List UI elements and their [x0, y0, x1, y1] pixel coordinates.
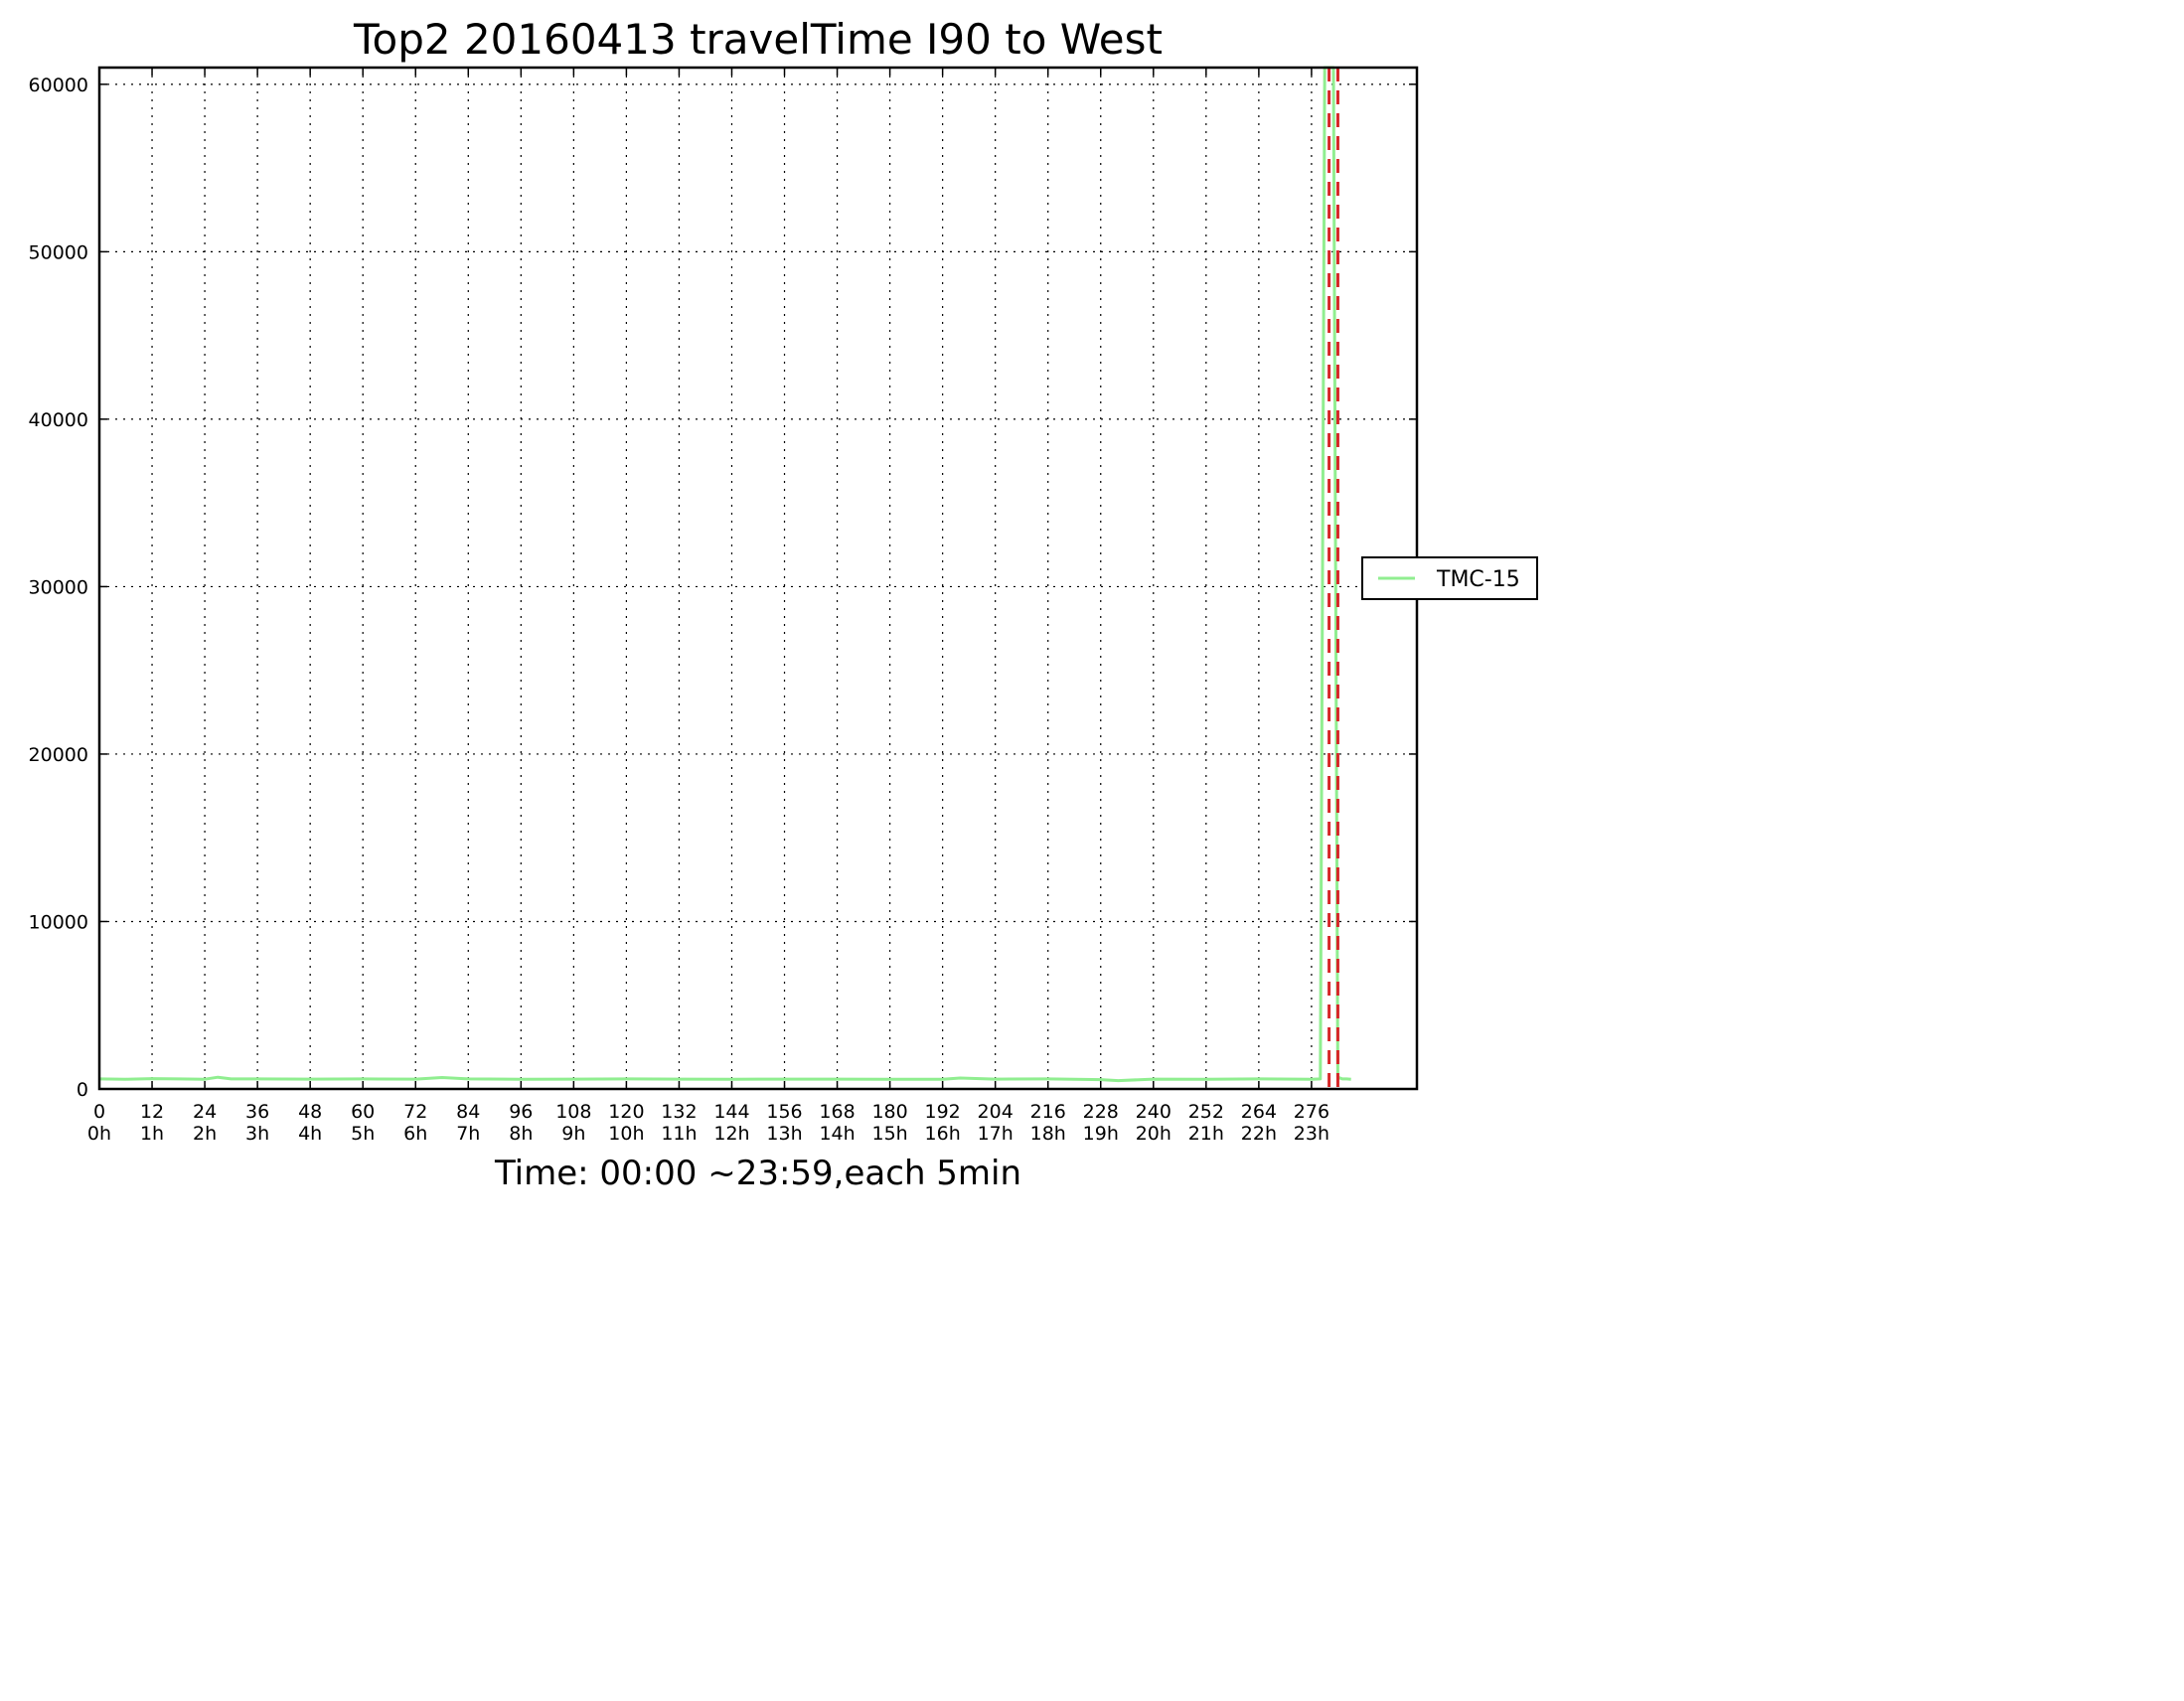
x-tick-label: 120: [608, 1101, 644, 1123]
x-tick-label: 228: [1083, 1101, 1119, 1123]
x-tick-sublabel: 13h: [766, 1123, 802, 1145]
x-tick-label: 60: [351, 1101, 375, 1123]
x-tick-label: 72: [403, 1101, 427, 1123]
chart-title: Top2 20160413 travelTime I90 to West: [353, 15, 1163, 64]
chart: Top2 20160413 travelTime I90 to West 00h…: [29, 15, 1538, 1193]
x-tick-sublabel: 14h: [819, 1123, 855, 1145]
x-tick-label: 144: [713, 1101, 749, 1123]
x-tick-label: 192: [925, 1101, 961, 1123]
y-tick-label: 20000: [29, 744, 88, 766]
x-tick-sublabel: 0h: [87, 1123, 111, 1145]
legend-label-tmc-15: TMC-15: [1436, 567, 1520, 592]
x-tick-label: 276: [1294, 1101, 1329, 1123]
x-tick-sublabel: 5h: [351, 1123, 375, 1145]
x-tick-label: 36: [245, 1101, 269, 1123]
x-tick-sublabel: 3h: [245, 1123, 269, 1145]
x-tick-sublabel: 18h: [1030, 1123, 1066, 1145]
x-tick-sublabel: 23h: [1294, 1123, 1329, 1145]
x-tick-sublabel: 16h: [925, 1123, 961, 1145]
plot-frame: [97, 66, 1419, 1091]
x-tick-sublabel: 1h: [140, 1123, 164, 1145]
y-tick-label: 30000: [29, 576, 88, 598]
x-tick-sublabel: 9h: [561, 1123, 585, 1145]
y-tick-label: 10000: [29, 911, 88, 933]
x-tick-label: 24: [193, 1101, 217, 1123]
x-tick-sublabel: 8h: [509, 1123, 533, 1145]
grid: [99, 68, 1417, 1089]
x-tick-sublabel: 22h: [1241, 1123, 1277, 1145]
x-tick-sublabel: 15h: [871, 1123, 907, 1145]
x-tick-sublabel: 7h: [456, 1123, 480, 1145]
x-tick-sublabel: 10h: [608, 1123, 644, 1145]
x-tick-label: 204: [978, 1101, 1014, 1123]
x-tick-label: 108: [555, 1101, 591, 1123]
x-tick-label: 96: [509, 1101, 533, 1123]
x-tick-label: 168: [819, 1101, 855, 1123]
x-tick-label: 216: [1030, 1101, 1066, 1123]
x-tick-sublabel: 6h: [403, 1123, 427, 1145]
plot-data: [98, 66, 1351, 1089]
y-tick-label: 0: [77, 1079, 88, 1101]
x-tick-label: 0: [93, 1101, 105, 1123]
x-tick-label: 132: [661, 1101, 697, 1123]
x-tick-label: 240: [1136, 1101, 1171, 1123]
series-line-tmc-15: [98, 66, 1351, 1083]
legend: TMC-15: [1361, 556, 1538, 600]
y-tick-label: 60000: [29, 75, 88, 96]
y-tick-label: 40000: [29, 409, 88, 431]
x-tick-sublabel: 17h: [978, 1123, 1014, 1145]
x-tick-sublabel: 4h: [298, 1123, 322, 1145]
x-tick-label: 48: [298, 1101, 322, 1123]
y-tick-label: 50000: [29, 241, 88, 263]
x-tick-sublabel: 2h: [193, 1123, 217, 1145]
x-tick-label: 252: [1188, 1101, 1224, 1123]
x-tick-sublabel: 21h: [1188, 1123, 1224, 1145]
x-tick-label: 84: [456, 1101, 480, 1123]
x-tick-sublabel: 12h: [713, 1123, 749, 1145]
x-axis-label: Time: 00:00 ~23:59,each 5min: [494, 1154, 1021, 1193]
x-tick-label: 264: [1241, 1101, 1277, 1123]
x-tick-sublabel: 19h: [1083, 1123, 1119, 1145]
x-tick-sublabel: 20h: [1136, 1123, 1171, 1145]
x-tick-label: 180: [871, 1101, 907, 1123]
x-tick-label: 12: [140, 1101, 164, 1123]
x-tick-sublabel: 11h: [661, 1123, 697, 1145]
axis-ticks: 00h121h242h363h484h605h726h847h968h1089h…: [29, 68, 1417, 1145]
x-tick-label: 156: [766, 1101, 802, 1123]
